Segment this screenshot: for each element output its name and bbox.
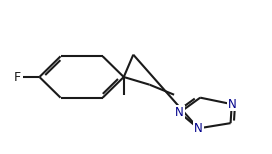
Text: N: N bbox=[194, 122, 203, 135]
Text: N: N bbox=[227, 98, 236, 111]
Text: N: N bbox=[175, 106, 184, 119]
Text: F: F bbox=[14, 71, 21, 83]
